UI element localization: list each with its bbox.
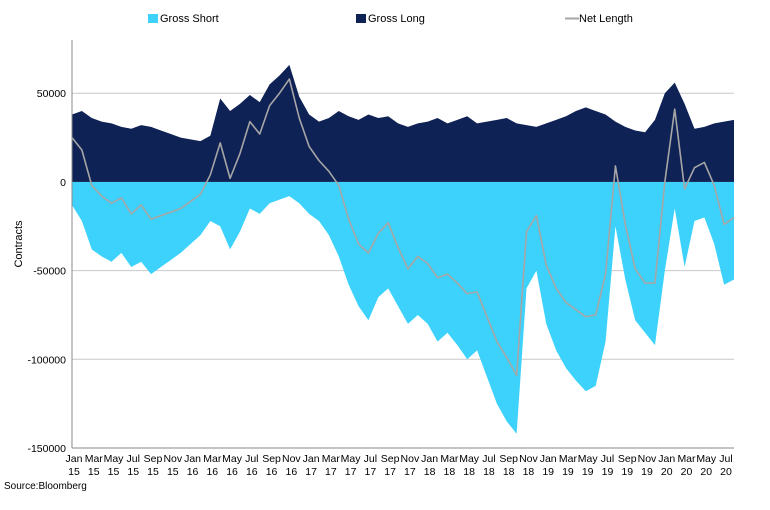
x-tick-label: 19 (621, 466, 633, 478)
x-tick-label: 19 (641, 466, 653, 478)
x-tick-label: 16 (226, 466, 238, 478)
x-tick-label: May (341, 453, 362, 465)
series-area-gross-short (72, 181, 734, 434)
y-tick-label: 0 (60, 177, 66, 189)
series-area-gross-long (72, 64, 734, 182)
x-tick-label: Mar (440, 453, 459, 465)
legend: Gross Short Gross Long Net Length (148, 13, 633, 25)
legend-swatch-gross-short (148, 14, 158, 23)
x-tick-label: Sep (262, 453, 281, 465)
x-tick-label: Jul (364, 453, 377, 465)
y-tick-label: 50000 (37, 88, 66, 100)
x-tick-label: Mar (677, 453, 696, 465)
x-tick-label: Jan (658, 453, 675, 465)
x-tick-label: Jan (540, 453, 557, 465)
x-tick-label: 18 (503, 466, 515, 478)
x-tick-label: Jul (601, 453, 614, 465)
x-tick-label: Jan (421, 453, 438, 465)
x-tick-label: Nov (401, 453, 420, 465)
x-tick-label: 15 (88, 466, 100, 478)
x-tick-label: 17 (365, 466, 377, 478)
x-tick-label: 17 (384, 466, 396, 478)
y-axis-title: Contracts (13, 220, 25, 268)
x-tick-label: May (104, 453, 125, 465)
x-tick-label: 20 (681, 466, 693, 478)
x-tick-label: 17 (305, 466, 317, 478)
legend-label-gross-short: Gross Short (160, 13, 219, 25)
axes: 500000-50000-100000-150000ContractsJan15… (13, 40, 734, 478)
x-tick-label: 16 (246, 466, 258, 478)
x-tick-label: 20 (700, 466, 712, 478)
y-tick-label: -150000 (27, 443, 66, 455)
x-tick-label: 17 (345, 466, 357, 478)
y-tick-label: -100000 (27, 354, 66, 366)
x-tick-label: Nov (163, 453, 182, 465)
x-tick-label: Sep (618, 453, 637, 465)
x-tick-label: Nov (282, 453, 301, 465)
x-tick-label: Sep (381, 453, 400, 465)
x-tick-label: Nov (638, 453, 657, 465)
x-tick-label: 18 (444, 466, 456, 478)
x-tick-label: 16 (266, 466, 278, 478)
x-tick-label: Jan (303, 453, 320, 465)
x-tick-label: 18 (424, 466, 436, 478)
x-tick-label: 16 (187, 466, 199, 478)
x-tick-label: Jul (482, 453, 495, 465)
x-tick-label: 17 (404, 466, 416, 478)
x-tick-label: 19 (562, 466, 574, 478)
x-tick-label: Mar (203, 453, 222, 465)
x-tick-label: 15 (147, 466, 159, 478)
x-tick-label: 18 (463, 466, 475, 478)
x-tick-label: 19 (602, 466, 614, 478)
x-tick-label: May (459, 453, 480, 465)
x-tick-label: 18 (523, 466, 535, 478)
x-tick-label: 20 (661, 466, 673, 478)
x-tick-label: Nov (519, 453, 538, 465)
x-tick-label: 19 (542, 466, 554, 478)
x-tick-label: Mar (322, 453, 341, 465)
x-tick-label: May (222, 453, 243, 465)
x-tick-label: Mar (559, 453, 578, 465)
legend-label-gross-long: Gross Long (368, 13, 425, 25)
x-tick-label: Jul (719, 453, 732, 465)
x-tick-label: 15 (108, 466, 120, 478)
x-tick-label: 15 (68, 466, 80, 478)
legend-label-net-length: Net Length (579, 13, 633, 25)
y-tick-label: -50000 (33, 266, 66, 278)
legend-swatch-gross-long (356, 14, 366, 23)
x-tick-label: 17 (325, 466, 337, 478)
x-tick-label: 19 (582, 466, 594, 478)
series-layer (71, 64, 735, 434)
x-tick-label: 16 (285, 466, 297, 478)
x-tick-label: Jul (245, 453, 258, 465)
x-tick-label: May (696, 453, 717, 465)
x-tick-label: Sep (499, 453, 518, 465)
series-line-net-length (71, 78, 735, 377)
x-tick-label: Jan (184, 453, 201, 465)
x-tick-label: Mar (85, 453, 104, 465)
x-tick-label: 16 (206, 466, 218, 478)
x-tick-label: 20 (720, 466, 732, 478)
x-tick-label: Jan (66, 453, 83, 465)
x-tick-label: Jul (127, 453, 140, 465)
x-tick-label: 15 (167, 466, 179, 478)
x-tick-label: Sep (144, 453, 163, 465)
x-tick-label: 18 (483, 466, 495, 478)
x-tick-label: 15 (127, 466, 139, 478)
x-tick-label: May (578, 453, 599, 465)
source-note: Source:Bloomberg (4, 481, 87, 492)
